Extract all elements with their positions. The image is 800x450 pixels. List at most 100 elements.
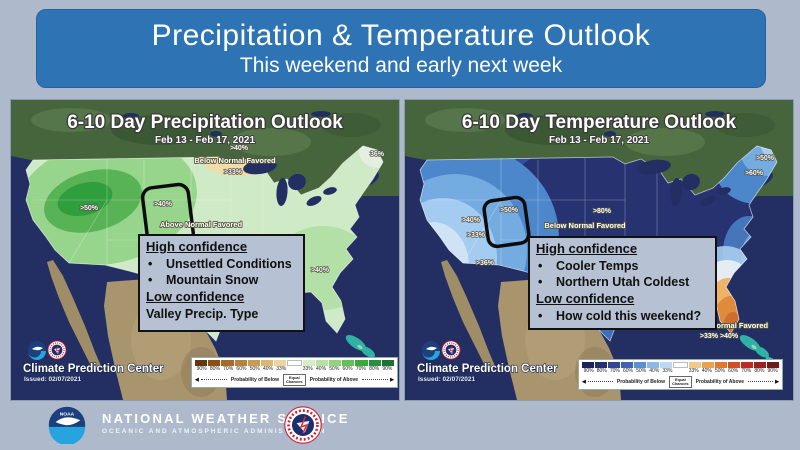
confidence-item: • Cooler Temps [536,258,709,275]
map-label: Above Normal Favored [686,321,769,330]
legend-color-cell [753,362,766,369]
bullet-icon: • [148,273,153,288]
map-title: 6-10 Day Temperature Outlook [462,112,737,133]
map-label: >40% [311,267,330,274]
svg-text:NOAA: NOAA [60,412,75,418]
legend-color-cell [660,362,673,369]
legend-color-cell [355,360,368,367]
map-label: >40% [154,201,173,208]
page-subtitle: This weekend and early next week [239,53,563,77]
legend-percent-label: 60% [236,366,247,373]
map-date-range: Feb 13 - Feb 17, 2021 [549,135,649,146]
confidence-item: • Mountain Snow [146,272,297,289]
equal-line2: Chances [285,378,303,384]
legend-color-cell [342,360,355,367]
confidence-item-text: How cold this weekend? [556,308,702,323]
noaa-logo-icon: NOAA [48,406,86,444]
legend-percent-label: 80% [209,366,220,373]
legend-percent-label: 40% [262,366,273,373]
highlight-box-utah [482,195,531,249]
legend-percent-label: 50% [329,366,340,373]
legend-color-cell [621,362,634,369]
footer-sub-org: OCEANIC AND ATMOSPHERIC ADMINISTRATION [102,427,327,435]
legend-color-cell [673,362,688,369]
legend-color-cell [315,360,329,367]
confidence-item: • How cold this weekend? [536,308,709,325]
legend-color-cell [381,360,395,367]
confidence-item-text: Mountain Snow [166,273,259,288]
precipitation-map-panel: >50% >40% Above Normal Favored >40% Below No… [10,99,400,401]
issued-date: Issued: 02/07/2021 [418,376,475,383]
legend-color-cell [608,362,621,369]
legend-percent-label: 80% [596,368,607,375]
legend-percent-label: 40% [316,366,327,373]
legend-percent-row: 90% 80% 70% 60% 50% 40% 33% 33% 40% 50% 60% 70% 80% 9… [582,369,779,375]
map-label: 36% [370,151,385,158]
legend-percent-label: 33% [662,368,673,375]
equal-line1: Equal [674,376,686,382]
nws-logo-icon [47,340,67,360]
equal-chances-box: Equal Chances [282,373,306,386]
map-label: >50% [756,155,775,162]
confidence-item: • Unsettled Conditions [146,256,297,273]
legend-percent-label: 40% [649,368,660,375]
legend-color-cell [368,360,381,367]
precip-map-labels: >50% >40% Above Normal Favored >40% Below No… [79,144,385,275]
legend-color-cell [688,362,701,369]
legend-color-cell [727,362,740,369]
legend-percent-label: 33% [688,368,699,375]
map-label: Above Normal Favored [160,220,243,229]
page-title: Precipitation & Temperature Outlook [151,19,651,53]
map-label: >50% [80,205,99,212]
legend-percent-label: 80% [754,368,765,375]
map-title: 6-10 Day Precipitation Outlook [67,112,343,133]
legend-color-cell [287,360,302,367]
map-label: >33% [224,169,243,176]
nws-logo-icon [441,340,461,360]
confidence-heading: High confidence [146,239,248,254]
legend-percent-label [674,369,687,375]
confidence-heading: Low confidence [536,290,635,306]
legend-color-cell [647,362,660,369]
legend-percent-label: 90% [196,366,207,373]
issued-date: Issued: 02/07/2021 [24,376,81,383]
temp-map-labels: >40% >33% >36% >50% >80% Below Normal Favored… [461,154,775,341]
legend-percent-label: 90% [767,368,778,375]
nws-footer: NOAA NATIONAL WEATHER SERVICE OCEANIC AN… [0,400,800,450]
confidence-heading: High confidence [536,241,638,256]
legend-color-cell [582,362,595,369]
map-label: >33% [467,232,486,239]
below-label: Probability of Below [230,376,279,383]
legend-percent-label: 40% [701,368,712,375]
temp-probability-legend: 90% 80% 70% 60% 50% 40% 33% 33% 40% 50% 60% 70% 80% 9… [578,359,783,390]
legend-color-cell [766,362,779,369]
right-arrow-icon: ▶ [775,378,779,385]
bullet-icon: • [538,308,543,323]
map-label: Below Normal Favored [544,221,626,230]
noaa-logo-icon [422,341,440,360]
temp-confidence-box: High confidence • Cooler Temps • Northern Ut… [528,236,717,330]
map-label: >36% [476,260,495,267]
legend-color-cell [247,360,261,367]
equal-chances-box: Equal Chances [668,375,692,388]
confidence-item: • Northern Utah Coldest [536,274,709,291]
dotted-line [587,381,613,383]
bullet-icon: • [148,256,153,271]
legend-percent-label [288,367,301,373]
legend-color-cell [714,362,727,369]
left-arrow-icon: ◀ [582,378,586,385]
map-label: >50% [500,207,519,214]
legend-percent-label: 80% [369,366,380,373]
legend-percent-label: 60% [622,368,633,375]
map-label: >33% >40% [700,333,739,340]
legend-color-cell [329,360,342,367]
map-date-range: Feb 13 - Feb 17, 2021 [155,135,255,146]
header-banner: Precipitation & Temperature Outlook This… [36,9,766,88]
legend-percent-label: 60% [728,368,739,375]
legend-colorbar [195,360,395,367]
legend-caption-row: ◀ Probability of Below Equal Chances Pro… [582,375,779,388]
equal-line1: Equal [288,374,300,380]
confidence-item-text: Unsettled Conditions [166,256,292,271]
legend-color-cell [221,360,234,367]
noaa-logo-icon [28,341,46,360]
